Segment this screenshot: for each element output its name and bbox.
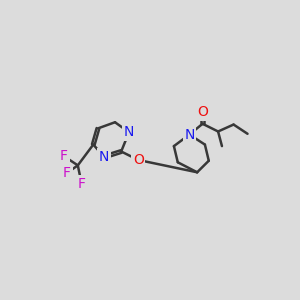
Text: O: O	[197, 105, 208, 119]
Text: O: O	[133, 153, 144, 167]
Text: N: N	[184, 128, 195, 142]
Text: F: F	[78, 177, 86, 191]
Text: N: N	[124, 125, 134, 139]
Text: F: F	[60, 149, 68, 163]
Text: N: N	[99, 150, 109, 164]
Text: F: F	[63, 166, 71, 180]
